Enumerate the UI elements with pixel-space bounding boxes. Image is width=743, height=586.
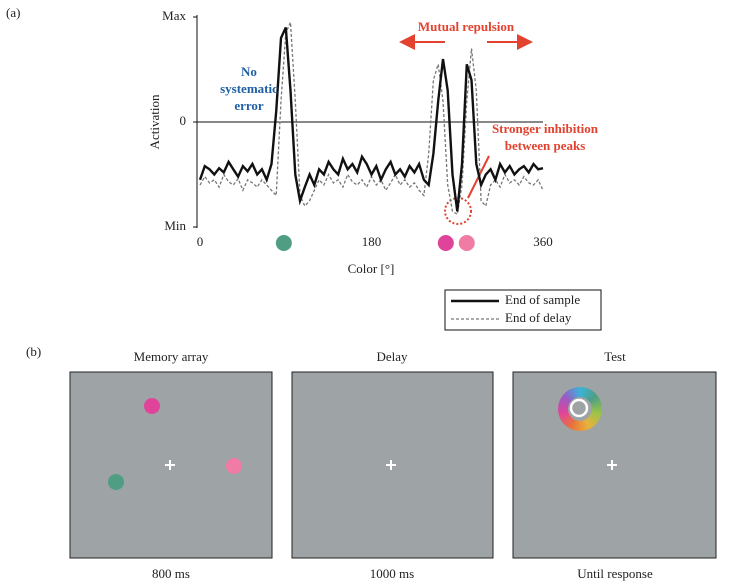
annotation: Mutual repulsion: [418, 19, 515, 34]
panel-title: Memory array: [134, 349, 209, 364]
panel-title: Delay: [376, 349, 408, 364]
x-tick-label: 0: [197, 234, 204, 249]
x-axis-label: Color [°]: [348, 261, 395, 276]
panel-title: Test: [604, 349, 626, 364]
stimulus: [108, 474, 124, 490]
y-tick-label: Max: [162, 8, 186, 23]
annotation: systematic: [220, 81, 278, 96]
y-tick-label: 0: [180, 113, 187, 128]
fixation-cross: [165, 460, 175, 470]
legend-label: End of delay: [505, 310, 572, 325]
legend-items: End of sample End of delay: [451, 292, 580, 325]
panels: [69, 371, 717, 559]
annotation: between peaks: [505, 138, 586, 153]
panel-duration: Until response: [577, 566, 653, 581]
stimulus-marker: [437, 235, 454, 251]
stimulus-marker: [275, 235, 292, 251]
annotation: error: [234, 98, 264, 113]
stimulus-marker: [458, 235, 475, 251]
legend: [444, 289, 602, 331]
legend-label: End of sample: [505, 292, 580, 307]
annotation: No: [241, 64, 257, 79]
series-line: [198, 27, 544, 212]
series-line: [199, 22, 544, 216]
x-tick-label: 360: [533, 234, 553, 249]
panel-label: (a): [6, 5, 20, 20]
panel-label: (b): [26, 344, 41, 359]
y-axis-label: Activation: [147, 94, 162, 149]
annotation: Stronger inhibition: [492, 121, 599, 136]
stimulus: [144, 398, 160, 414]
x-tick-label: 180: [362, 234, 382, 249]
stimulus: [226, 458, 242, 474]
fixation-cross: [386, 460, 396, 470]
panel-duration: 800 ms: [152, 566, 190, 581]
panel-duration: 1000 ms: [370, 566, 414, 581]
response-cursor: [569, 398, 589, 418]
fixation-cross: [607, 460, 617, 470]
y-tick-label: Min: [164, 218, 186, 233]
